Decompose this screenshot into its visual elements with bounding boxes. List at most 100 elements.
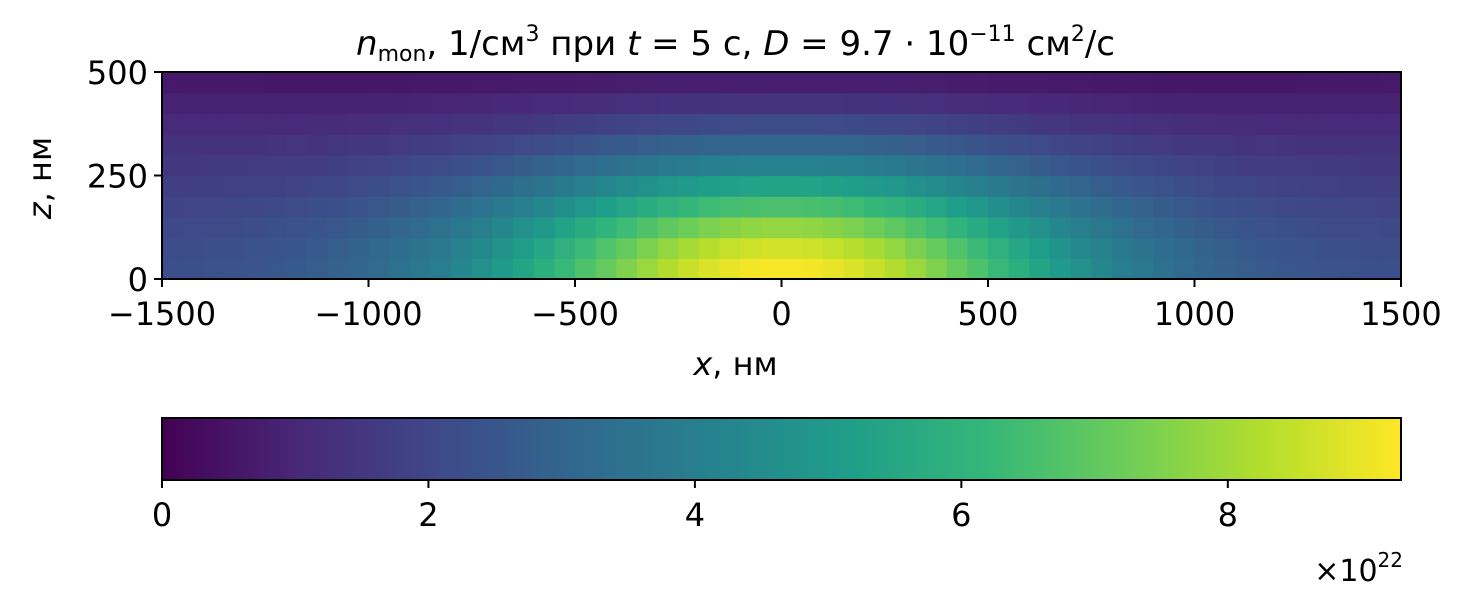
x-tick-label: −1000 xyxy=(314,295,422,333)
heatmap-cell xyxy=(471,175,493,197)
heatmap-cell xyxy=(760,237,783,259)
heatmap-cell xyxy=(1173,237,1196,259)
heatmap-cell xyxy=(1132,196,1154,218)
heatmap-cell xyxy=(1380,216,1402,239)
heatmap-cell xyxy=(678,216,700,239)
heatmap-cell xyxy=(347,72,370,94)
heatmap-cell xyxy=(822,216,845,239)
heatmap-cell xyxy=(389,92,411,114)
heatmap-cell xyxy=(822,72,845,94)
heatmap-cell xyxy=(1173,258,1196,280)
heatmap-cell xyxy=(1215,175,1237,197)
heatmap-cell xyxy=(802,196,824,218)
heatmap-cell xyxy=(1380,237,1402,259)
heatmap-cell xyxy=(347,154,370,177)
colorbar-tick-label: 6 xyxy=(951,496,971,534)
heatmap-cell xyxy=(1235,196,1258,218)
heatmap-cell xyxy=(554,258,576,280)
heatmap-cell xyxy=(1173,196,1196,218)
heatmap-cell xyxy=(1111,72,1134,94)
heatmap-cell xyxy=(162,258,184,280)
heatmap-cell xyxy=(409,216,432,239)
heatmap-cell xyxy=(719,134,741,156)
heatmap-cell xyxy=(616,175,638,197)
heatmap-cell xyxy=(926,216,948,239)
heatmap-cell xyxy=(781,72,803,94)
heatmap-cell xyxy=(1235,134,1258,156)
heatmap-cell xyxy=(306,113,328,135)
heatmap-cell xyxy=(492,237,514,259)
heatmap-cell xyxy=(719,237,741,259)
heatmap-cell xyxy=(1256,216,1278,239)
heatmap-cell xyxy=(1049,196,1072,218)
heatmap-cell xyxy=(533,154,555,177)
heatmap-cell xyxy=(988,92,1010,114)
heatmap-cell xyxy=(182,113,204,135)
heatmap-cell xyxy=(616,196,638,218)
heatmap-cell xyxy=(1049,134,1072,156)
heatmap-cell xyxy=(1215,154,1237,177)
heatmap-cell xyxy=(595,154,617,177)
heatmap-cell xyxy=(1359,92,1381,114)
heatmap-cell xyxy=(1194,154,1216,177)
heatmap-cell xyxy=(513,216,535,239)
heatmap-cell xyxy=(492,216,514,239)
heatmap-cell xyxy=(1256,113,1278,135)
heatmap-cell xyxy=(657,196,679,218)
x-tick-label: 500 xyxy=(957,295,1018,333)
heatmap-cell xyxy=(802,72,824,94)
heatmap-cell xyxy=(1297,216,1319,239)
heatmap-cell xyxy=(1297,237,1319,259)
heatmap-cell xyxy=(1008,154,1030,177)
heatmap-cell xyxy=(616,92,638,114)
heatmap-cell xyxy=(513,72,535,94)
heatmap-cell xyxy=(802,237,824,259)
heatmap-cell xyxy=(905,134,927,156)
colorbar-tick-label: 4 xyxy=(685,496,705,534)
heatmap-cell xyxy=(1297,154,1319,177)
heatmap-cell xyxy=(864,113,886,135)
heatmap-cell xyxy=(1235,258,1258,280)
heatmap-cell xyxy=(1318,72,1340,94)
heatmap-cell xyxy=(678,72,700,94)
heatmap-cell xyxy=(864,216,886,239)
heatmap-cell xyxy=(1359,113,1381,135)
heatmap-cell xyxy=(1029,237,1051,259)
heatmap-cell xyxy=(182,154,204,177)
heatmap-cell xyxy=(223,134,246,156)
heatmap-cell xyxy=(492,258,514,280)
heatmap-cell xyxy=(1359,237,1381,259)
heatmap-cell xyxy=(554,175,576,197)
heatmap-cell xyxy=(1049,258,1072,280)
heatmap-cell xyxy=(740,258,762,280)
heatmap-cell xyxy=(946,113,968,135)
heatmap-cell xyxy=(1153,92,1175,114)
heatmap-cell xyxy=(678,154,700,177)
heatmap-cell xyxy=(203,175,225,197)
heatmap-cell xyxy=(698,258,721,280)
heatmap-cell xyxy=(513,154,535,177)
heatmap-cell xyxy=(636,237,659,259)
heatmap-cell xyxy=(1256,134,1278,156)
heatmap-cell xyxy=(575,258,597,280)
heatmap-cell xyxy=(926,134,948,156)
heatmap-cell xyxy=(719,154,741,177)
heatmap-cell xyxy=(389,72,411,94)
heatmap-cell xyxy=(698,237,721,259)
heatmap-cell xyxy=(162,113,184,135)
heatmap-cell xyxy=(223,258,246,280)
heatmap-cell xyxy=(1277,92,1299,114)
heatmap-cell xyxy=(760,134,783,156)
heatmap-cell xyxy=(1380,196,1402,218)
heatmap-cell xyxy=(1256,237,1278,259)
heatmap-cell xyxy=(1339,175,1361,197)
heatmap-cell xyxy=(1339,92,1361,114)
heatmap-cell xyxy=(1318,175,1340,197)
heatmap-cell xyxy=(1194,92,1216,114)
heatmap-cell xyxy=(513,237,535,259)
heatmap-cell xyxy=(368,154,390,177)
heatmap-cell xyxy=(1049,92,1072,114)
x-tick-label: 1000 xyxy=(1154,295,1235,333)
heatmap-cell xyxy=(678,92,700,114)
heatmap-cell xyxy=(533,134,555,156)
